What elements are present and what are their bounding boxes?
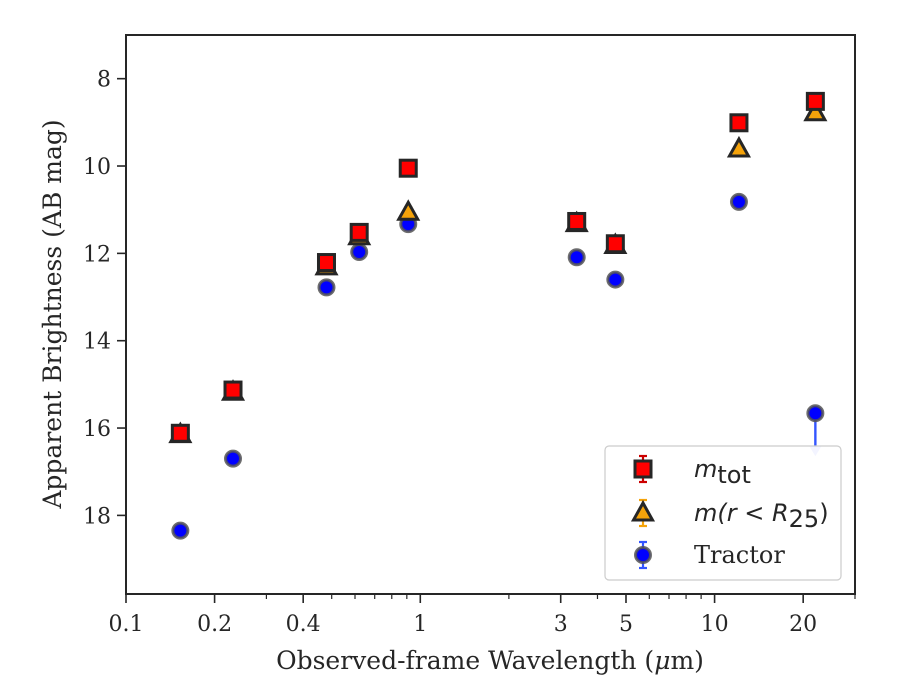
legend-marker-circle [634, 546, 652, 564]
x-axis-ticks: 0.1 0.2 0.4 1 3 5 10 20 [109, 594, 856, 637]
x-axis-title-mu: μ [654, 646, 670, 675]
data-point-circle [224, 449, 243, 468]
data-point-circle [606, 270, 625, 289]
legend-marker-triangle [630, 499, 656, 522]
legend-label-sub: 25 [789, 505, 820, 533]
x-tick-label: 0.4 [286, 612, 321, 637]
x-tick-label: 0.1 [109, 612, 144, 637]
x-tick-label: 10 [701, 612, 729, 637]
data-series [168, 91, 828, 540]
y-tick-label: 10 [83, 155, 111, 180]
series-square [170, 91, 825, 443]
legend-marker-square [633, 459, 653, 479]
legend-label: m(r < R25) [694, 499, 829, 533]
plot-frame [125, 34, 856, 595]
x-axis-title-pre: Observed-frame Wavelength ( [276, 646, 654, 675]
data-point-circle [806, 404, 825, 423]
y-axis-title: Apparent Brightness (AB mag) [38, 119, 67, 509]
x-tick-label: 1 [413, 612, 427, 637]
y-axis-ticks: 8 10 12 14 16 18 [83, 68, 126, 529]
data-point-square [170, 423, 190, 443]
data-point-circle [729, 192, 748, 211]
legend-label-sub: tot [717, 461, 751, 489]
data-point-square [805, 91, 825, 111]
x-axis-title-post: m) [670, 646, 703, 675]
legend: mtot m(r < R25) Tractor [604, 445, 842, 581]
data-point-square [398, 158, 418, 178]
data-point-circle [350, 243, 369, 262]
legend-label-base: m(r < R [694, 499, 789, 527]
x-tick-label: 0.2 [197, 612, 232, 637]
legend-box [604, 445, 842, 581]
x-tick-label: 20 [789, 612, 817, 637]
data-point-triangle [803, 99, 828, 122]
y-tick-label: 14 [83, 330, 111, 355]
y-tick-label: 16 [83, 417, 111, 442]
data-point-triangle [726, 135, 752, 158]
data-point-square [223, 380, 243, 400]
data-point-square [567, 211, 587, 231]
legend-label-base: m [694, 455, 717, 483]
data-point-circle [567, 248, 586, 267]
series-triangle [168, 99, 828, 444]
x-tick-label: 5 [619, 612, 633, 637]
data-point-circle [317, 278, 336, 297]
data-point-circle [171, 521, 190, 540]
y-tick-label: 18 [83, 504, 111, 529]
legend-label: Tractor [694, 541, 785, 569]
data-point-square [349, 222, 369, 242]
data-point-square [316, 253, 336, 273]
data-point-triangle [396, 199, 421, 221]
x-tick-label: 3 [554, 612, 568, 637]
data-point-square [605, 234, 625, 254]
data-point-square [729, 113, 749, 133]
legend-label: mtot [694, 455, 751, 489]
y-tick-label: 12 [83, 242, 111, 267]
legend-label-close: ) [819, 499, 828, 527]
x-axis-title: Observed-frame Wavelength (μm) [276, 646, 704, 675]
y-tick-label: 8 [97, 68, 111, 93]
